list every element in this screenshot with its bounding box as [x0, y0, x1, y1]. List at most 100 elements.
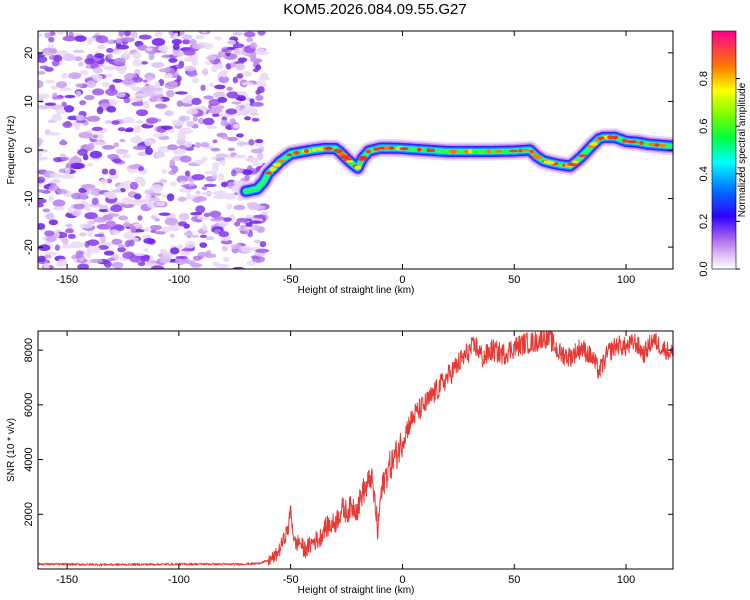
noise-blob [129, 164, 140, 170]
noise-blob [179, 180, 187, 185]
noise-blob [38, 32, 43, 38]
noise-blob [248, 220, 262, 224]
noise-blob [185, 170, 191, 177]
noise-blob [113, 57, 126, 66]
noise-blob [166, 193, 175, 202]
noise-blob [141, 199, 149, 204]
noise-blob [208, 107, 223, 114]
noise-blob [154, 103, 167, 109]
noise-blob [200, 84, 206, 92]
y-tick-label: -20 [23, 239, 35, 255]
noise-blob [38, 70, 46, 75]
noise-blob [255, 248, 270, 253]
noise-blob [195, 34, 205, 40]
noise-blob [232, 266, 245, 269]
noise-blob [168, 57, 178, 63]
noise-blob [116, 44, 129, 50]
noise-blob [95, 35, 109, 44]
noise-blob [161, 169, 168, 174]
noise-blob [53, 206, 65, 211]
y-tick-label: 0 [23, 147, 35, 153]
noise-blob [233, 47, 240, 55]
noise-blob [193, 159, 205, 165]
noise-blob [212, 195, 226, 200]
noise-blob [84, 94, 95, 101]
noise-blob [87, 229, 93, 238]
signal-peak [577, 154, 588, 158]
noise-blob [132, 58, 143, 67]
signal-peak [399, 147, 409, 151]
noise-blob [191, 97, 202, 106]
noise-blob [255, 89, 261, 95]
noise-blob [107, 53, 113, 59]
noise-blob [232, 43, 245, 48]
noise-blob [176, 75, 182, 82]
noise-blob [47, 131, 61, 136]
noise-blob [253, 162, 263, 167]
noise-blob [201, 31, 208, 34]
noise-blob [60, 139, 66, 146]
noise-blob [38, 255, 46, 262]
noise-blob [117, 127, 126, 132]
noise-blob [122, 251, 136, 260]
noise-blob [129, 136, 143, 144]
noise-blob [75, 90, 82, 97]
noise-blob [236, 217, 248, 223]
noise-blob [111, 238, 123, 245]
noise-blob [135, 93, 146, 98]
noise-blob [44, 102, 57, 106]
noise-blob [105, 88, 118, 96]
signal-peak [417, 147, 422, 152]
noise-blob [251, 107, 258, 114]
noise-blob [140, 178, 146, 187]
noise-blob [216, 63, 224, 70]
noise-blob [44, 32, 52, 39]
noise-blob [186, 71, 198, 77]
noise-blob [38, 93, 50, 100]
snr-ylabel: SNR (10 * v/v) [6, 418, 17, 482]
noise-blob [169, 233, 175, 238]
noise-blob [220, 181, 229, 188]
noise-blob [231, 101, 242, 105]
noise-blob [189, 38, 197, 46]
noise-blob [103, 65, 117, 71]
noise-blob [164, 73, 173, 79]
noise-blob [48, 219, 59, 226]
noise-blob [127, 167, 138, 174]
noise-blob [226, 39, 237, 45]
noise-blob [213, 216, 225, 220]
signal-peak [354, 165, 362, 170]
noise-blob [203, 183, 217, 188]
noise-blob [206, 250, 212, 256]
spectrogram-xlabel: Height of straight line (km) [298, 285, 415, 296]
noise-blob [254, 139, 264, 144]
noise-blob [177, 244, 183, 249]
noise-blob [201, 224, 208, 231]
noise-blob [166, 89, 175, 98]
noise-blob [177, 134, 187, 141]
noise-blob [230, 62, 237, 68]
noise-blob [93, 216, 107, 223]
noise-blob [79, 100, 87, 106]
noise-blob [134, 125, 142, 134]
noise-blob [226, 203, 233, 210]
noise-blob [67, 233, 76, 239]
noise-blob [243, 31, 256, 38]
noise-blob [124, 31, 131, 37]
colorbar-tick-label: 0.8 [698, 71, 710, 86]
x-tick-label: -50 [283, 274, 299, 286]
noise-blob [68, 72, 82, 80]
noise-blob [195, 205, 206, 214]
noise-blob [143, 238, 155, 244]
noise-blob [212, 139, 218, 144]
noise-blob [92, 74, 103, 82]
noise-blob [154, 231, 166, 235]
snr-frame [37, 330, 674, 570]
noise-blob [117, 244, 126, 248]
noise-blob [158, 68, 172, 73]
noise-blob [135, 120, 144, 124]
noise-blob [101, 81, 111, 88]
noise-blob [235, 63, 245, 70]
noise-blob [122, 51, 132, 58]
